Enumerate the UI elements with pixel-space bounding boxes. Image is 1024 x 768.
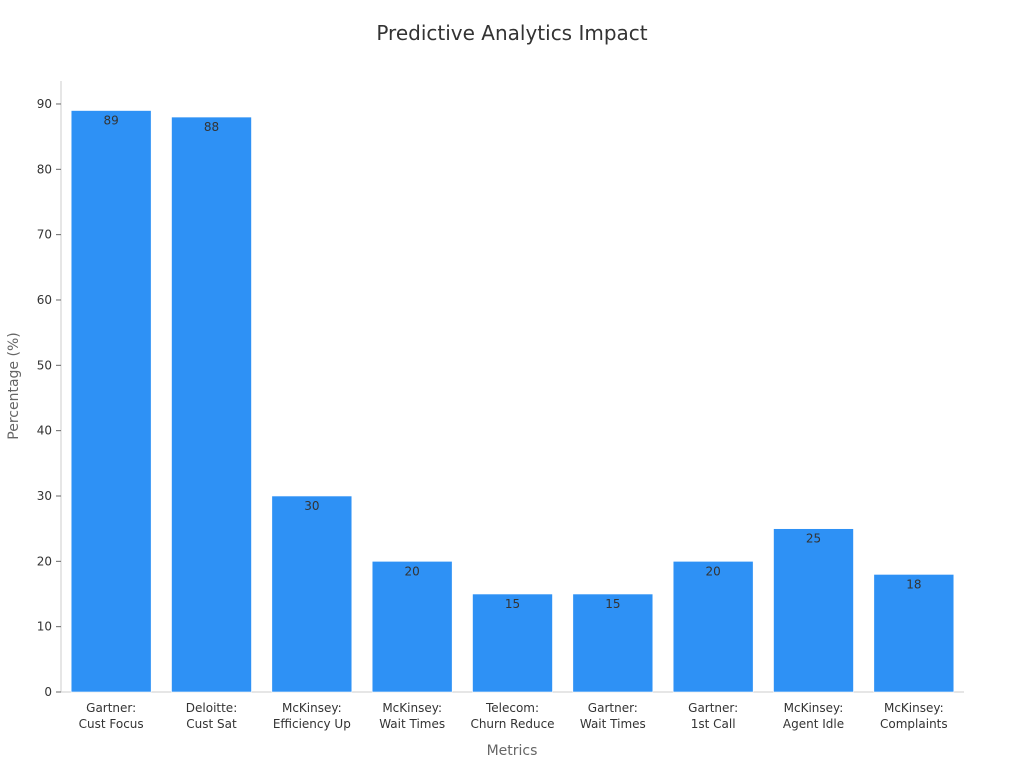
data-label: 89: [104, 114, 119, 128]
y-tick-label: 40: [37, 424, 52, 438]
data-label: 20: [706, 564, 721, 578]
y-tick-label: 20: [37, 554, 52, 568]
x-tick-label: Wait Times: [580, 717, 646, 731]
y-tick-label: 0: [44, 685, 52, 699]
bar: [371, 561, 453, 693]
bar: [472, 593, 553, 693]
bar: [773, 528, 854, 693]
bars-group: [70, 110, 955, 693]
x-tick-label: Gartner:: [688, 701, 738, 715]
x-tick-label: McKinsey:: [884, 701, 944, 715]
x-tick-label: Gartner:: [588, 701, 638, 715]
x-axis-labels: Gartner: Cust Focus Deloitte: Cust Sat McKin…: [79, 701, 948, 731]
x-tick-label: Efficiency Up: [273, 717, 351, 731]
x-tick-label: McKinsey:: [282, 701, 342, 715]
x-tick-label: Telecom:: [485, 701, 539, 715]
x-tick-label: Agent Idle: [783, 717, 844, 731]
data-label: 15: [605, 597, 620, 611]
x-tick-label: Deloitte:: [186, 701, 237, 715]
x-tick-label: Wait Times: [379, 717, 445, 731]
chart-title: Predictive Analytics Impact: [376, 21, 647, 45]
y-axis-title: Percentage (%): [6, 332, 22, 439]
bar: [171, 116, 252, 693]
x-tick-label: McKinsey:: [784, 701, 844, 715]
data-label: 88: [204, 120, 219, 134]
y-tick-label: 50: [37, 358, 52, 372]
x-tick-label: Complaints: [880, 717, 948, 731]
x-tick-label: Gartner:: [86, 701, 136, 715]
x-tick-label: Cust Sat: [186, 717, 237, 731]
x-axis-title: Metrics: [487, 743, 538, 759]
data-label: 30: [304, 499, 319, 513]
bar: [70, 110, 152, 693]
y-tick-label: 60: [37, 293, 52, 307]
data-label: 20: [405, 564, 420, 578]
bar: [672, 561, 754, 693]
y-tick-label: 10: [37, 620, 52, 634]
data-label: 18: [906, 577, 921, 591]
y-axis-ticks: 0 10 20 30 40 50 60 70 80 90: [37, 97, 61, 699]
x-tick-label: 1st Call: [691, 717, 736, 731]
bar: [572, 593, 654, 693]
x-tick-label: Churn Reduce: [470, 717, 554, 731]
x-tick-label: Cust Focus: [79, 717, 144, 731]
data-label: 25: [806, 532, 821, 546]
data-labels-group: 89 88 30 20 15 15 20 25 18: [104, 114, 922, 611]
y-tick-label: 30: [37, 489, 52, 503]
y-tick-label: 90: [37, 97, 52, 111]
bar: [873, 574, 955, 693]
x-tick-label: McKinsey:: [382, 701, 442, 715]
y-tick-label: 70: [37, 228, 52, 242]
y-tick-label: 80: [37, 162, 52, 176]
data-label: 15: [505, 597, 520, 611]
bar: [271, 495, 353, 693]
